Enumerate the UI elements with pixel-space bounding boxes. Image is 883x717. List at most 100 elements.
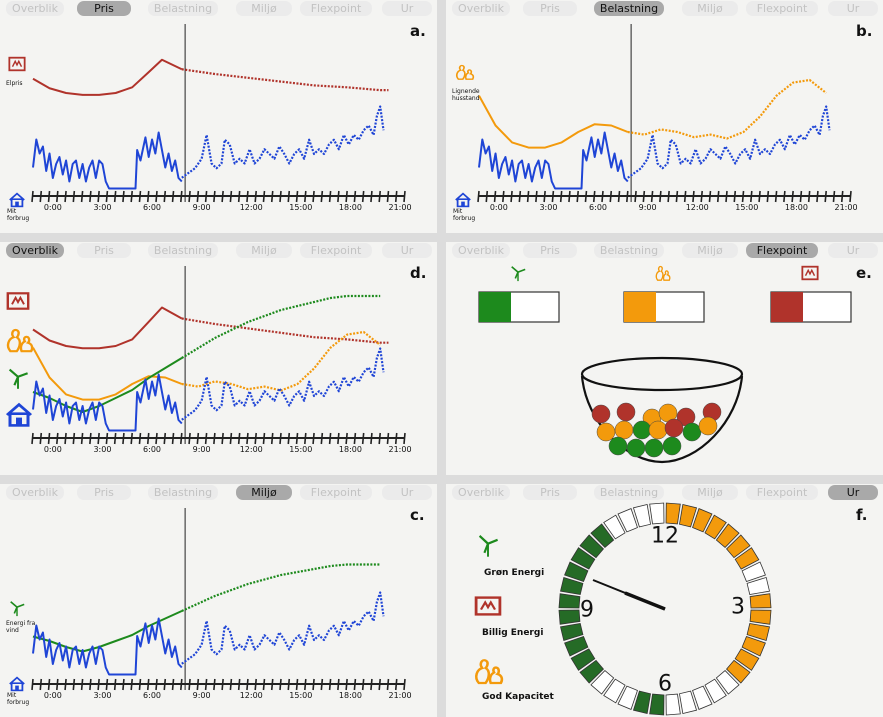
axis-tick: [229, 190, 233, 203]
axis-tick: [403, 678, 406, 691]
axis-tick: [180, 190, 183, 203]
tab-miljø[interactable]: Miljø: [682, 1, 738, 16]
axis-tick: [617, 190, 621, 203]
axis-tick: [403, 190, 406, 203]
time-label: 9:00: [192, 203, 211, 212]
tab-belastning[interactable]: Belastning: [594, 485, 664, 500]
tab-belastning[interactable]: Belastning: [148, 243, 218, 258]
tab-overblik[interactable]: Overblik: [452, 485, 510, 500]
clock-number-3: 3: [731, 594, 745, 620]
tab-pris[interactable]: Pris: [523, 485, 577, 500]
tab-flexpoint[interactable]: Flexpoint: [746, 1, 818, 16]
clock-segment: [558, 609, 581, 625]
tab-overblik[interactable]: Overblik: [6, 1, 64, 16]
axis-tick: [295, 678, 299, 691]
axis-tick: [171, 678, 175, 691]
price-line: [32, 306, 183, 350]
tab-miljø[interactable]: Miljø: [682, 485, 738, 500]
axis-tick: [345, 190, 348, 203]
tab-miljø[interactable]: Miljø: [682, 243, 738, 258]
axis-tick: [683, 190, 687, 203]
tab-ur[interactable]: Ur: [828, 485, 878, 500]
tab-overblik[interactable]: Overblik: [6, 485, 64, 500]
panel-letter: c.: [410, 506, 425, 524]
tab-flexpoint[interactable]: Flexpoint: [300, 1, 372, 16]
tab-flexpoint[interactable]: Flexpoint: [746, 243, 818, 258]
axis-tick: [320, 678, 324, 691]
time-label: 6:00: [143, 445, 162, 454]
tab-flexpoint[interactable]: Flexpoint: [746, 485, 818, 500]
tab-miljø[interactable]: Miljø: [236, 1, 292, 16]
tab-miljø[interactable]: Miljø: [236, 243, 292, 258]
axis-tick: [287, 432, 291, 445]
tab-miljø[interactable]: Miljø: [236, 485, 292, 500]
tab-overblik[interactable]: Overblik: [452, 243, 510, 258]
price-label: Elpris: [6, 80, 23, 87]
tab-pris[interactable]: Pris: [77, 485, 131, 500]
tab-belastning[interactable]: Belastning: [148, 485, 218, 500]
family-icon: [654, 264, 672, 282]
consumption-label: Mit forbrug: [7, 208, 30, 222]
axis-tick: [155, 678, 158, 691]
flexpoint-bar-3: [770, 291, 852, 323]
wind-forecast-line: [181, 563, 381, 613]
clock-number-6: 6: [658, 671, 672, 697]
axis-tick: [146, 678, 150, 691]
time-label: 15:00: [289, 691, 313, 700]
axis-tick: [80, 678, 84, 691]
axis-tick: [766, 190, 770, 203]
axis-tick: [378, 432, 381, 445]
axis-tick: [213, 190, 216, 203]
tab-pris[interactable]: Pris: [523, 1, 577, 16]
price-forecast-line: [181, 68, 389, 92]
tab-belastning[interactable]: Belastning: [594, 1, 664, 16]
axis-tick: [667, 190, 670, 203]
time-label: 15:00: [289, 203, 313, 212]
tab-belastning[interactable]: Belastning: [594, 243, 664, 258]
axis-tick: [130, 678, 133, 691]
tab-pris[interactable]: Pris: [523, 243, 577, 258]
tab-ur[interactable]: Ur: [828, 243, 878, 258]
axis-tick: [378, 190, 381, 203]
clock-segment: [649, 693, 665, 716]
tab-overblik[interactable]: Overblik: [6, 243, 64, 258]
axis-tick: [237, 678, 241, 691]
tab-ur[interactable]: Ur: [828, 1, 878, 16]
time-label: 18:00: [338, 445, 362, 454]
tab-pris[interactable]: Pris: [77, 1, 131, 16]
axis-tick: [592, 190, 596, 203]
axis-tick: [72, 678, 76, 691]
axis-tick: [543, 190, 546, 203]
tab-ur[interactable]: Ur: [382, 1, 432, 16]
tab-ur[interactable]: Ur: [382, 485, 432, 500]
axis-tick: [89, 432, 92, 445]
time-label: 0:00: [43, 691, 62, 700]
tab-overblik[interactable]: Overblik: [452, 1, 510, 16]
axis-tick: [180, 678, 183, 691]
axis-tick: [386, 432, 390, 445]
axis-tick: [237, 432, 241, 445]
axis-tick: [361, 678, 365, 691]
clock-segment: [725, 659, 751, 684]
axis-tick: [394, 432, 398, 445]
axis-tick: [816, 190, 819, 203]
tab-flexpoint[interactable]: Flexpoint: [300, 243, 372, 258]
tab-ur[interactable]: Ur: [382, 243, 432, 258]
chart-a: [31, 24, 406, 203]
tab-bar: Overblik Pris Belastning Miljø Flexpoint Ur: [446, 484, 883, 501]
tab-belastning[interactable]: Belastning: [148, 1, 218, 16]
axis-tick: [146, 190, 150, 203]
axis-tick: [64, 432, 67, 445]
axis-tick: [163, 432, 167, 445]
tab-flexpoint[interactable]: Flexpoint: [300, 485, 372, 500]
tab-pris[interactable]: Pris: [77, 243, 131, 258]
clock-segment: [590, 523, 615, 549]
clock-segment: [603, 678, 626, 704]
clock-segment: [570, 547, 596, 570]
clock-segment: [692, 685, 713, 710]
axis-tick: [304, 432, 307, 445]
clock-minute-hand: [624, 591, 666, 611]
axis-tick: [279, 432, 282, 445]
legend-green-energy: Grøn Energi: [484, 568, 545, 578]
clock-number-12: 12: [651, 523, 679, 549]
